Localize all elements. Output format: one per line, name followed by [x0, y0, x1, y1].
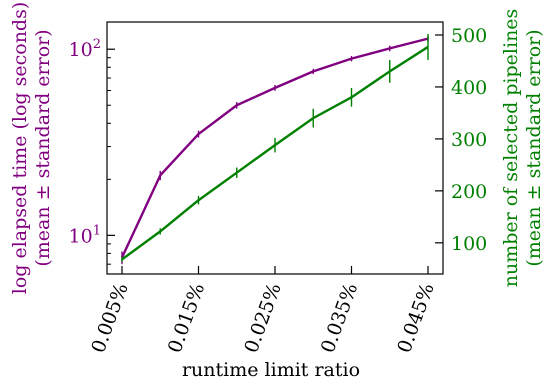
x-axis-labels: 0.005% 0.015% 0.025% 0.035% 0.045%	[87, 266, 439, 356]
left-tick-label: 102	[69, 37, 101, 61]
series-layer	[120, 33, 429, 265]
x-tick-label: 0.045%	[393, 280, 438, 356]
right-tick-label: 200	[451, 181, 487, 203]
right-tick-label: 400	[451, 77, 487, 99]
right-tick-label: 500	[451, 25, 487, 47]
x-tick-label: 0.015%	[164, 280, 209, 356]
x-tick-label: 0.025%	[240, 280, 285, 356]
x-tick-label: 0.005%	[87, 280, 132, 356]
x-axis-title: runtime limit ratio	[182, 359, 360, 381]
right-axis-title-line2: (mean ± standard error)	[523, 29, 545, 266]
left-axis-labels: 101 102	[69, 37, 115, 265]
right-axis-labels: 100 200 300 400 500	[435, 25, 487, 255]
left-tick-label: 101	[69, 223, 101, 247]
left-axis-title-line1: log elapsed time (log seconds)	[9, 2, 31, 295]
x-tick-label: 0.035%	[317, 280, 362, 356]
right-tick-label: 100	[451, 233, 487, 255]
series-line-right	[121, 45, 429, 261]
right-tick-label: 300	[451, 129, 487, 151]
left-axis-title-line2: (mean ± standard error)	[32, 29, 54, 266]
right-axis-title-line1: number of selected pipelines	[500, 9, 522, 288]
